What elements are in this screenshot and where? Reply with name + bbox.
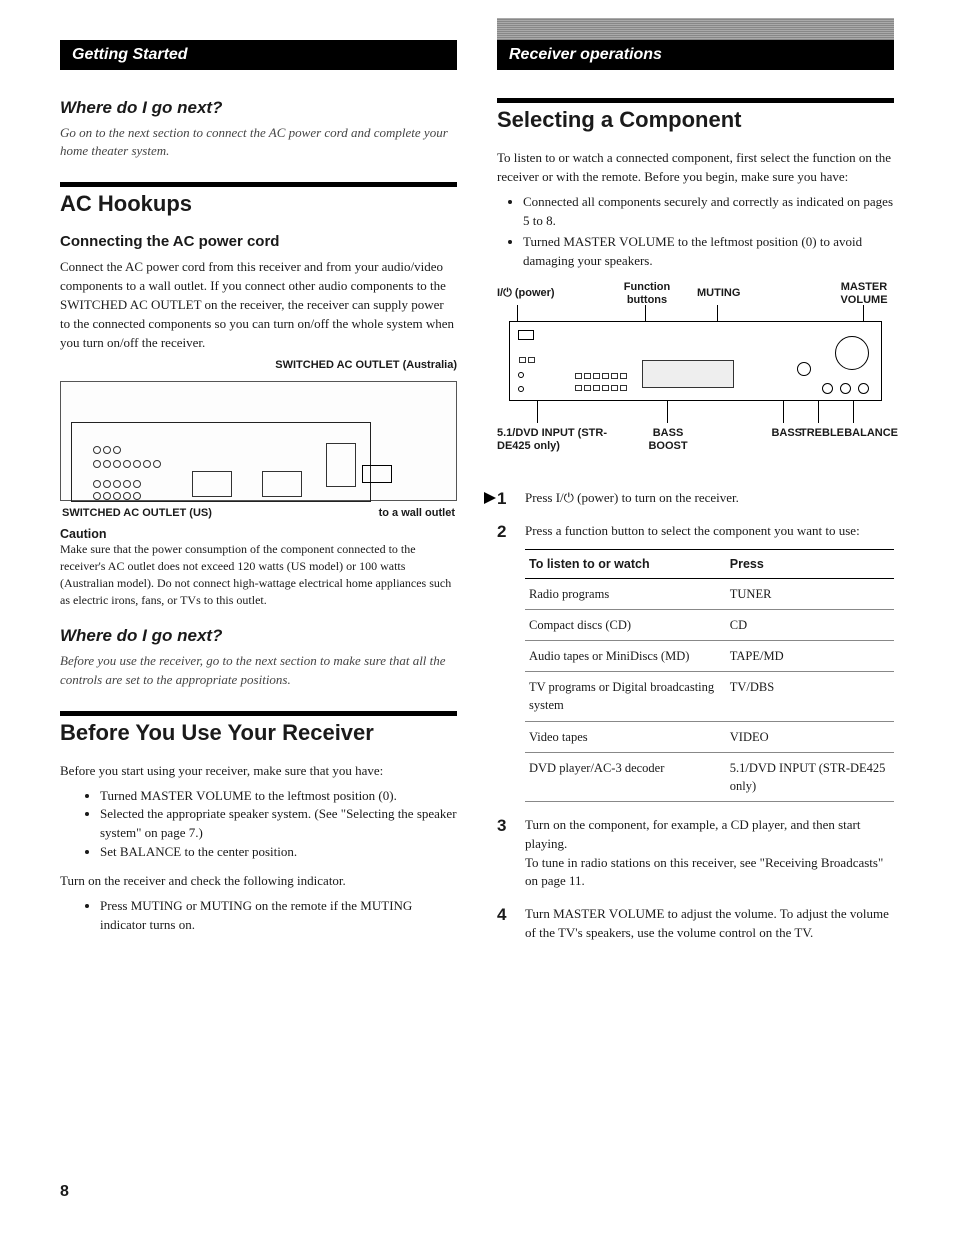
list-item: Turned MASTER VOLUME to the leftmost pos… xyxy=(100,787,457,806)
text-where-next-1: Go on to the next section to connect the… xyxy=(60,124,457,160)
diagram-label-balance: BALANCE xyxy=(844,427,898,440)
diagram-label-treble: TREBLE xyxy=(800,427,844,440)
step-4: Turn MASTER VOLUME to adjust the volume.… xyxy=(497,905,894,943)
diagram-label-dvd: 5.1/DVD INPUT (STR-DE425 only) xyxy=(497,427,615,452)
step-3: Turn on the component, for example, a CD… xyxy=(497,816,894,891)
text-before-use-intro: Before you start using your receiver, ma… xyxy=(60,762,457,781)
rule xyxy=(60,711,457,716)
step-1: Press I/⏻ (power) to turn on the receive… xyxy=(497,489,894,508)
rule xyxy=(497,98,894,103)
table-header: Press xyxy=(726,549,894,578)
heading-ac-hookups: AC Hookups xyxy=(60,191,457,217)
rule xyxy=(60,182,457,187)
diagram-label-master: MASTER VOLUME xyxy=(834,281,894,306)
arrow-icon xyxy=(484,492,496,504)
diagram-label-bassboost: BASS BOOST xyxy=(643,427,693,452)
text-connecting-ac: Connect the AC power cord from this rece… xyxy=(60,258,457,352)
step-2-text: Press a function button to select the co… xyxy=(525,523,860,538)
table-row: Compact discs (CD)CD xyxy=(525,610,894,641)
diagram-ac-outlet: SWITCHED AC OUTLET (Australia) xyxy=(60,359,457,520)
list-selecting-prereq: Connected all components securely and co… xyxy=(523,193,894,271)
heading-selecting-component: Selecting a Component xyxy=(497,107,894,133)
list-item: Set BALANCE to the center position. xyxy=(100,843,457,862)
text-where-next-2: Before you use the receiver, go to the n… xyxy=(60,652,457,688)
diagram-label-function: Function buttons xyxy=(617,281,677,306)
heading-connecting-ac: Connecting the AC power cord xyxy=(60,233,457,250)
table-row: TV programs or Digital broadcasting syst… xyxy=(525,672,894,721)
diagram-label-muting: MUTING xyxy=(697,287,740,300)
steps-list: Press I/⏻ (power) to turn on the receive… xyxy=(497,489,894,943)
left-column: Getting Started Where do I go next? Go o… xyxy=(60,40,457,957)
page-number: 8 xyxy=(60,1183,69,1201)
diagram-receiver-front: I/⏻ (power) Function buttons MUTING MAST… xyxy=(497,281,894,471)
table-row: DVD player/AC-3 decoder5.1/DVD INPUT (ST… xyxy=(525,752,894,801)
list-item: Press MUTING or MUTING on the remote if … xyxy=(100,897,457,935)
table-row: Radio programsTUNER xyxy=(525,578,894,609)
section-header-receiver-ops: Receiver operations xyxy=(497,40,894,70)
list-item: Connected all components securely and co… xyxy=(523,193,894,231)
table-row: Audio tapes or MiniDiscs (MD)TAPE/MD xyxy=(525,641,894,672)
text-turn-on: Turn on the receiver and check the follo… xyxy=(60,872,457,891)
list-before-use: Turned MASTER VOLUME to the leftmost pos… xyxy=(100,787,457,862)
table-functions: To listen to or watch Press Radio progra… xyxy=(525,549,894,802)
table-header: To listen to or watch xyxy=(525,549,726,578)
diagram-label-bottom-left: SWITCHED AC OUTLET (US) xyxy=(62,507,212,519)
heading-where-next-2: Where do I go next? xyxy=(60,626,457,646)
heading-before-use: Before You Use Your Receiver xyxy=(60,720,457,746)
diagram-label-power: I/⏻ (power) xyxy=(497,287,555,300)
list-item: Turned MASTER VOLUME to the leftmost pos… xyxy=(523,233,894,271)
section-header-getting-started: Getting Started xyxy=(60,40,457,70)
diagram-label-bottom-right: to a wall outlet xyxy=(379,507,455,519)
right-column: Receiver operations Selecting a Componen… xyxy=(497,40,894,957)
step-2: Press a function button to select the co… xyxy=(497,522,894,802)
list-turn-on: Press MUTING or MUTING on the remote if … xyxy=(100,897,457,935)
text-selecting-intro: To listen to or watch a connected compon… xyxy=(497,149,894,187)
list-item: Selected the appropriate speaker system.… xyxy=(100,805,457,843)
text-caution: Make sure that the power consumption of … xyxy=(60,541,457,608)
label-caution: Caution xyxy=(60,527,457,541)
table-row: Video tapesVIDEO xyxy=(525,721,894,752)
heading-where-next-1: Where do I go next? xyxy=(60,98,457,118)
diagram-label-top: SWITCHED AC OUTLET (Australia) xyxy=(60,359,457,372)
diagram-label-bass: BASS xyxy=(771,427,802,440)
